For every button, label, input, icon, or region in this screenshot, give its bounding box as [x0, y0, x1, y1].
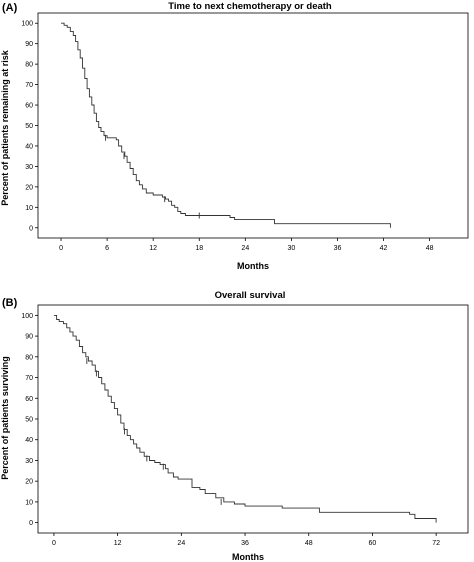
- x-tick-label-b: 36: [241, 540, 249, 547]
- y-tick-label-b: 60: [25, 396, 33, 403]
- x-tick-label-a: 36: [334, 245, 342, 252]
- y-tick-label-b: 70: [25, 375, 33, 382]
- y-tick-label-a: 90: [25, 41, 33, 48]
- y-tick-label-b: 80: [25, 354, 33, 361]
- y-tick-label-a: 10: [25, 205, 33, 212]
- y-tick-label-a: 30: [25, 164, 33, 171]
- panel-b-x-axis-label: Months: [232, 552, 264, 562]
- y-tick-label-a: 60: [25, 103, 33, 110]
- x-tick-label-a: 0: [59, 245, 63, 252]
- y-tick-label-b: 50: [25, 417, 33, 424]
- panel-b-title: Overall survival: [215, 290, 286, 301]
- x-tick-label-a: 18: [195, 245, 203, 252]
- x-tick-label-b: 48: [305, 540, 313, 547]
- y-tick-label-b: 30: [25, 458, 33, 465]
- x-tick-label-a: 30: [287, 245, 295, 252]
- y-tick-label-a: 20: [25, 184, 33, 191]
- chart-panel-a: (A) Time to next chemotherapy or death M…: [0, 1, 469, 271]
- panel-a-letter: (A): [2, 2, 18, 14]
- y-tick-label-b: 40: [25, 437, 33, 444]
- y-tick-label-b: 0: [29, 520, 33, 527]
- y-tick-label-a: 50: [25, 123, 33, 130]
- chart-panel-b: (B) Overall survival Months Percent of p…: [0, 290, 469, 562]
- x-tick-label-b: 72: [432, 540, 440, 547]
- panel-a-y-axis-label: Percent of patients remaining at risk: [0, 49, 10, 206]
- x-tick-label-a: 48: [426, 245, 434, 252]
- y-tick-label-a: 40: [25, 143, 33, 150]
- panel-b-y-axis-label: Percent of patients surviving: [0, 356, 10, 480]
- x-tick-label-a: 12: [149, 245, 157, 252]
- y-tick-label-a: 0: [29, 225, 33, 232]
- x-tick-label-b: 12: [114, 540, 122, 547]
- plot-frame-a: [37, 12, 469, 239]
- x-tick-label-b: 60: [369, 540, 377, 547]
- plot-frame-b: [37, 304, 469, 534]
- x-tick-label-b: 0: [52, 540, 56, 547]
- km-curve-b: [53, 314, 437, 523]
- x-tick-label-a: 42: [380, 245, 388, 252]
- km-curve-a: [61, 22, 391, 228]
- y-tick-label-b: 20: [25, 479, 33, 486]
- y-tick-label-a: 80: [25, 62, 33, 69]
- y-tick-label-a: 100: [21, 21, 33, 28]
- x-tick-label-a: 6: [105, 245, 109, 252]
- panel-b-letter: (B): [2, 297, 18, 309]
- y-tick-label-b: 10: [25, 499, 33, 506]
- panel-a-title: Time to next chemotherapy or death: [168, 1, 332, 12]
- y-tick-label-b: 90: [25, 334, 33, 341]
- panel-a-x-axis-label: Months: [237, 261, 269, 271]
- x-tick-label-b: 24: [177, 540, 185, 547]
- y-tick-label-a: 70: [25, 82, 33, 89]
- x-tick-label-a: 24: [241, 245, 249, 252]
- y-tick-label-b: 100: [21, 313, 33, 320]
